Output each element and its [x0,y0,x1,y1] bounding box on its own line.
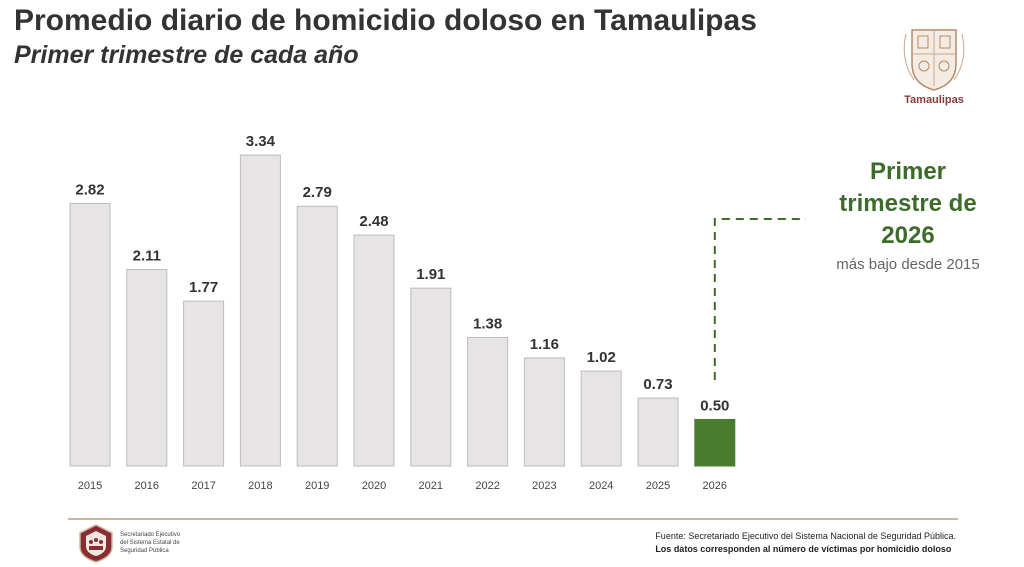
value-label-2018: 3.34 [246,133,276,150]
bar-2017 [183,300,225,467]
value-label-2015: 2.82 [75,181,104,198]
bar-2024 [580,370,622,467]
state-coat-of-arms-icon [903,29,965,91]
value-label-2021: 1.91 [416,266,445,283]
annotation-line-2: trimestre de [839,190,977,217]
security-secretariat-seal-icon [79,524,113,563]
category-label-2020: 2020 [362,480,386,492]
source-line-1: Fuente: Secretariado Ejecutivo del Siste… [655,531,956,541]
secretariat-name: Secretariado Ejecutivo del Sistema Estat… [120,531,230,555]
value-label-2023: 1.16 [530,336,559,353]
bar-2026 [694,418,736,467]
bar-2018 [239,154,281,467]
bar-2016 [126,269,168,467]
annotation-line-3: 2026 [881,222,935,249]
category-label-2026: 2026 [703,480,727,492]
category-label-2024: 2024 [589,480,613,492]
secretariat-line-3: Seguridad Pública [120,548,169,554]
category-label-2015: 2015 [78,480,102,492]
secretariat-line-1: Secretariado Ejecutivo [120,532,181,538]
category-label-2025: 2025 [646,480,670,492]
value-label-2017: 1.77 [189,279,218,296]
value-label-2022: 1.38 [473,316,502,333]
source-line-2: Los datos corresponden al número de víct… [655,544,952,554]
category-label-2019: 2019 [305,480,329,492]
bar-2023 [523,357,565,467]
bar-2021 [410,287,452,467]
bar-2022 [467,337,509,467]
value-label-2020: 2.48 [359,213,388,230]
page-subtitle: Primer trimestre de cada año [14,41,359,69]
tamaulipas-logo: Tamaulipas [894,24,974,112]
value-label-2016: 2.11 [133,248,161,265]
category-label-2017: 2017 [191,480,215,492]
annotation-callout: Primer trimestre de 2026 más bajo desde … [808,156,1008,273]
annotation-line-1: Primer [869,158,947,185]
secretariat-line-2: del Sistema Estatal de [120,540,180,546]
bar-2015 [69,202,111,467]
logo-text: Tamaulipas [904,94,964,106]
value-label-2026: 0.50 [700,397,729,414]
value-label-2024: 1.02 [587,349,616,366]
category-label-2022: 2022 [475,480,499,492]
value-label-2025: 0.73 [643,376,672,393]
category-label-2021: 2021 [419,480,443,492]
category-label-2023: 2023 [532,480,556,492]
page-title: Promedio diario de homicidio doloso en T… [14,4,757,37]
source-note: Fuente: Secretariado Ejecutivo del Siste… [655,530,956,556]
category-label-2016: 2016 [135,480,159,492]
bar-2020 [353,234,395,467]
annotation-note: más bajo desde 2015 [836,256,980,273]
category-label-2018: 2018 [248,480,272,492]
bar-2025 [637,397,679,467]
value-label-2019: 2.79 [303,184,332,201]
footer-divider [68,518,958,520]
annotation-connector [713,218,806,380]
bar-2019 [296,205,338,467]
